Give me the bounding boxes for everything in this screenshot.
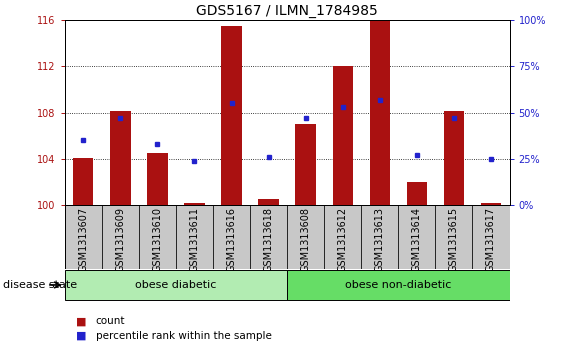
Text: GSM1313614: GSM1313614: [412, 207, 422, 272]
Text: GSM1313615: GSM1313615: [449, 207, 459, 272]
Text: GSM1313618: GSM1313618: [263, 207, 274, 272]
Bar: [287, 270, 510, 300]
Bar: [287, 205, 324, 269]
Text: GSM1313617: GSM1313617: [486, 207, 496, 272]
Bar: [176, 205, 213, 269]
Bar: [399, 205, 435, 269]
Bar: [481, 203, 501, 205]
Text: percentile rank within the sample: percentile rank within the sample: [96, 331, 271, 341]
Bar: [65, 205, 102, 269]
Bar: [73, 158, 93, 205]
Text: disease state: disease state: [3, 280, 77, 290]
Text: ■: ■: [76, 331, 87, 341]
Text: GSM1313611: GSM1313611: [190, 207, 199, 272]
Bar: [65, 270, 287, 300]
Text: count: count: [96, 316, 125, 326]
Bar: [184, 203, 205, 205]
Bar: [369, 20, 390, 205]
Bar: [361, 205, 399, 269]
Text: GSM1313610: GSM1313610: [153, 207, 162, 272]
Bar: [296, 124, 316, 205]
Text: GSM1313613: GSM1313613: [375, 207, 385, 272]
Bar: [258, 199, 279, 205]
Text: ■: ■: [76, 316, 87, 326]
Text: GSM1313616: GSM1313616: [226, 207, 236, 272]
Text: GSM1313609: GSM1313609: [115, 207, 126, 272]
Bar: [435, 205, 472, 269]
Bar: [110, 111, 131, 205]
Text: GSM1313608: GSM1313608: [301, 207, 311, 272]
Bar: [444, 111, 464, 205]
Bar: [213, 205, 250, 269]
Text: obese diabetic: obese diabetic: [135, 280, 217, 290]
Bar: [139, 205, 176, 269]
Bar: [147, 153, 168, 205]
Text: obese non-diabetic: obese non-diabetic: [345, 280, 452, 290]
Bar: [333, 66, 353, 205]
Title: GDS5167 / ILMN_1784985: GDS5167 / ILMN_1784985: [196, 4, 378, 17]
Bar: [250, 205, 287, 269]
Text: GSM1313607: GSM1313607: [78, 207, 88, 272]
Text: GSM1313612: GSM1313612: [338, 207, 348, 272]
Bar: [221, 26, 242, 205]
Bar: [406, 182, 427, 205]
Bar: [472, 205, 510, 269]
Bar: [102, 205, 139, 269]
Bar: [324, 205, 361, 269]
